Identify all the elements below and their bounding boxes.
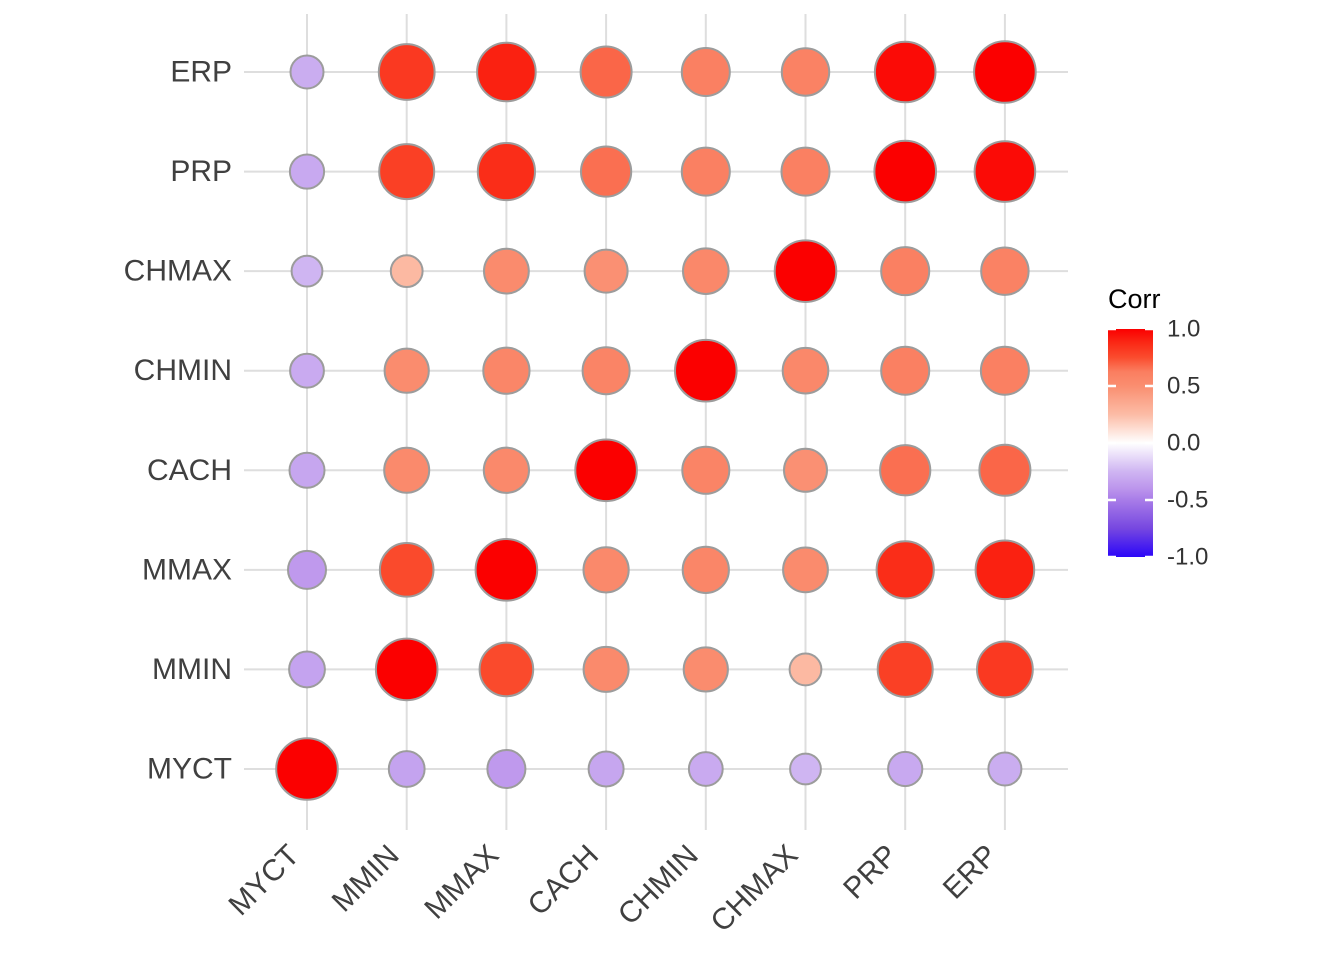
corr-circle-erp-prp — [973, 140, 1037, 203]
corr-circle-erp-erp — [973, 40, 1037, 104]
y-axis-label-erp: ERP — [170, 56, 232, 89]
corr-circle-mmin-myct — [387, 750, 426, 788]
corr-circle-chmax-chmin — [781, 346, 830, 395]
corr-circle-cach-chmax — [583, 248, 629, 294]
corr-circle-chmin-myct — [687, 751, 724, 787]
corr-circle-chmin-mmax — [681, 545, 730, 594]
corr-circle-erp-mmin — [976, 640, 1034, 699]
corr-circle-mmin-cach — [383, 446, 431, 494]
corr-circle-prp-chmin — [880, 345, 931, 396]
legend-tick-label: 0.5 — [1167, 373, 1200, 400]
corr-circle-mmin-erp — [377, 43, 436, 101]
y-axis-label-chmin: CHMIN — [134, 354, 232, 387]
corr-circle-cach-mmax — [582, 546, 630, 594]
corr-circle-mmin-chmax — [389, 254, 424, 289]
corr-circle-mmax-prp — [476, 141, 536, 202]
y-axis-label-cach: CACH — [147, 454, 232, 487]
legend-tick-label: 1.0 — [1167, 316, 1200, 343]
corr-circle-myct-prp — [288, 153, 326, 190]
corr-circle-chmax-mmax — [782, 546, 829, 594]
corr-circle-erp-chmax — [980, 246, 1030, 296]
corr-circle-chmax-erp — [780, 47, 831, 97]
corr-circle-cach-prp — [580, 145, 633, 198]
y-axis-label-myct: MYCT — [147, 752, 232, 785]
corr-circle-myct-chmax — [290, 254, 324, 288]
corr-circle-erp-mmax — [974, 539, 1036, 601]
corr-circle-chmin-mmin — [682, 646, 729, 693]
y-axis-label-mmax: MMAX — [142, 553, 232, 586]
corr-circle-chmin-chmax — [682, 247, 730, 295]
corr-circle-prp-prp — [873, 139, 938, 204]
corr-circle-cach-myct — [587, 750, 625, 788]
corr-circle-myct-erp — [289, 54, 325, 90]
corr-circle-prp-cach — [879, 444, 932, 497]
corr-circle-prp-mmin — [876, 640, 934, 698]
corr-circle-mmax-cach — [482, 446, 530, 494]
corr-circle-mmin-mmin — [374, 637, 439, 702]
corr-circle-myct-myct — [275, 737, 339, 801]
corr-circle-myct-chmin — [289, 352, 325, 389]
legend-title: Corr — [1108, 284, 1161, 314]
corr-circle-mmax-chmin — [482, 346, 531, 395]
corr-circle-mmin-mmax — [378, 542, 435, 598]
corr-circle-cach-chmin — [581, 346, 631, 396]
legend-tick-label: -0.5 — [1167, 487, 1208, 514]
corr-circle-cach-cach — [574, 438, 638, 503]
y-axis-label-chmax: CHMAX — [124, 255, 232, 288]
corr-circle-prp-chmax — [880, 246, 931, 297]
corr-circle-chmax-prp — [780, 146, 831, 197]
corr-circle-myct-mmax — [287, 549, 327, 590]
corr-circle-mmax-chmax — [483, 247, 530, 295]
y-axis-label-mmin: MMIN — [152, 653, 232, 686]
corr-circle-chmax-mmin — [788, 652, 823, 687]
legend-tick-label: 0.0 — [1167, 430, 1200, 457]
corr-circle-chmax-myct — [789, 752, 822, 786]
corr-circle-mmax-erp — [476, 41, 537, 103]
corr-circle-myct-mmin — [288, 650, 326, 689]
corr-circle-erp-chmin — [979, 345, 1030, 396]
corr-circle-chmin-erp — [680, 47, 731, 97]
corr-circle-mmax-mmax — [474, 538, 539, 602]
corr-circle-prp-erp — [873, 40, 937, 104]
corr-circle-erp-myct — [987, 751, 1023, 787]
corr-circle-chmax-cach — [783, 447, 828, 493]
corr-circle-cach-erp — [579, 45, 633, 99]
corr-circle-erp-cach — [978, 443, 1032, 497]
y-axis-label-prp: PRP — [170, 155, 232, 188]
corr-circle-chmax-chmax — [773, 239, 838, 303]
corr-circle-chmin-chmin — [674, 338, 738, 403]
corr-circle-cach-mmin — [582, 645, 630, 693]
corr-circle-prp-myct — [887, 750, 924, 788]
legend-tick-label: -1.0 — [1167, 544, 1208, 571]
corr-circle-mmin-chmin — [383, 347, 430, 394]
corr-circle-chmin-cach — [681, 445, 731, 495]
corr-circle-prp-mmax — [875, 540, 935, 600]
corr-circle-myct-cach — [288, 451, 326, 489]
corr-circle-mmax-myct — [486, 748, 527, 789]
corr-circle-mmax-mmin — [478, 641, 535, 698]
corr-circle-chmin-prp — [680, 146, 731, 197]
corr-circle-mmin-prp — [378, 143, 436, 201]
